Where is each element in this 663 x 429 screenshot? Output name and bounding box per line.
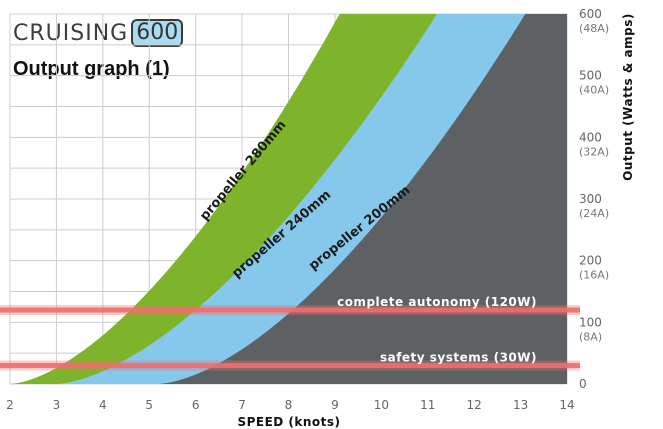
x-tick-label: 4 (99, 398, 107, 412)
x-tick-label: 13 (513, 398, 528, 412)
x-tick-label: 3 (53, 398, 61, 412)
y-tick-sublabel: (48A) (579, 22, 609, 35)
y-tick-label: 0 (579, 377, 587, 391)
brand-word: CRUISING (13, 20, 129, 46)
y-tick-sublabel: (16A) (579, 269, 609, 282)
x-axis-title: SPEED (knots) (237, 415, 340, 429)
x-tick-label: 12 (467, 398, 482, 412)
y-tick-label: 200 (579, 254, 602, 268)
brand-number: 600 (131, 19, 184, 47)
x-tick-label: 8 (285, 398, 293, 412)
y-tick-label: 100 (579, 315, 602, 329)
y-tick-sublabel: (8A) (579, 330, 602, 343)
x-tick-label: 5 (145, 398, 153, 412)
reference-label: complete autonomy (120W) (337, 295, 537, 309)
reference-line-safety: safety systems (30W) (0, 351, 580, 371)
reference-line-autonomy: complete autonomy (120W) (0, 295, 580, 315)
x-tick-label: 9 (331, 398, 339, 412)
brand-logo: CRUISING 600 (13, 19, 184, 47)
y-tick-sublabel: (24A) (579, 207, 609, 220)
reference-band-core (0, 307, 580, 313)
x-tick-label: 10 (374, 398, 389, 412)
y-axis-title: Output (Watts & amps) (621, 13, 635, 181)
area-propeller-200mm (158, 14, 567, 384)
y-tick-label: 600 (579, 7, 602, 21)
y-tick-label: 300 (579, 192, 602, 206)
y-tick-label: 400 (579, 130, 602, 144)
y-tick-sublabel: (40A) (579, 84, 609, 97)
chart-subtitle: Output graph (1) (13, 58, 170, 80)
y-tick-label: 500 (579, 69, 602, 83)
x-tick-label: 2 (6, 398, 14, 412)
reference-band-core (0, 363, 580, 368)
y-tick-sublabel: (32A) (579, 145, 609, 158)
reference-label: safety systems (30W) (380, 351, 537, 365)
x-tick-label: 6 (192, 398, 200, 412)
x-tick-label: 7 (238, 398, 246, 412)
x-tick-label: 11 (420, 398, 435, 412)
x-tick-label: 14 (559, 398, 574, 412)
